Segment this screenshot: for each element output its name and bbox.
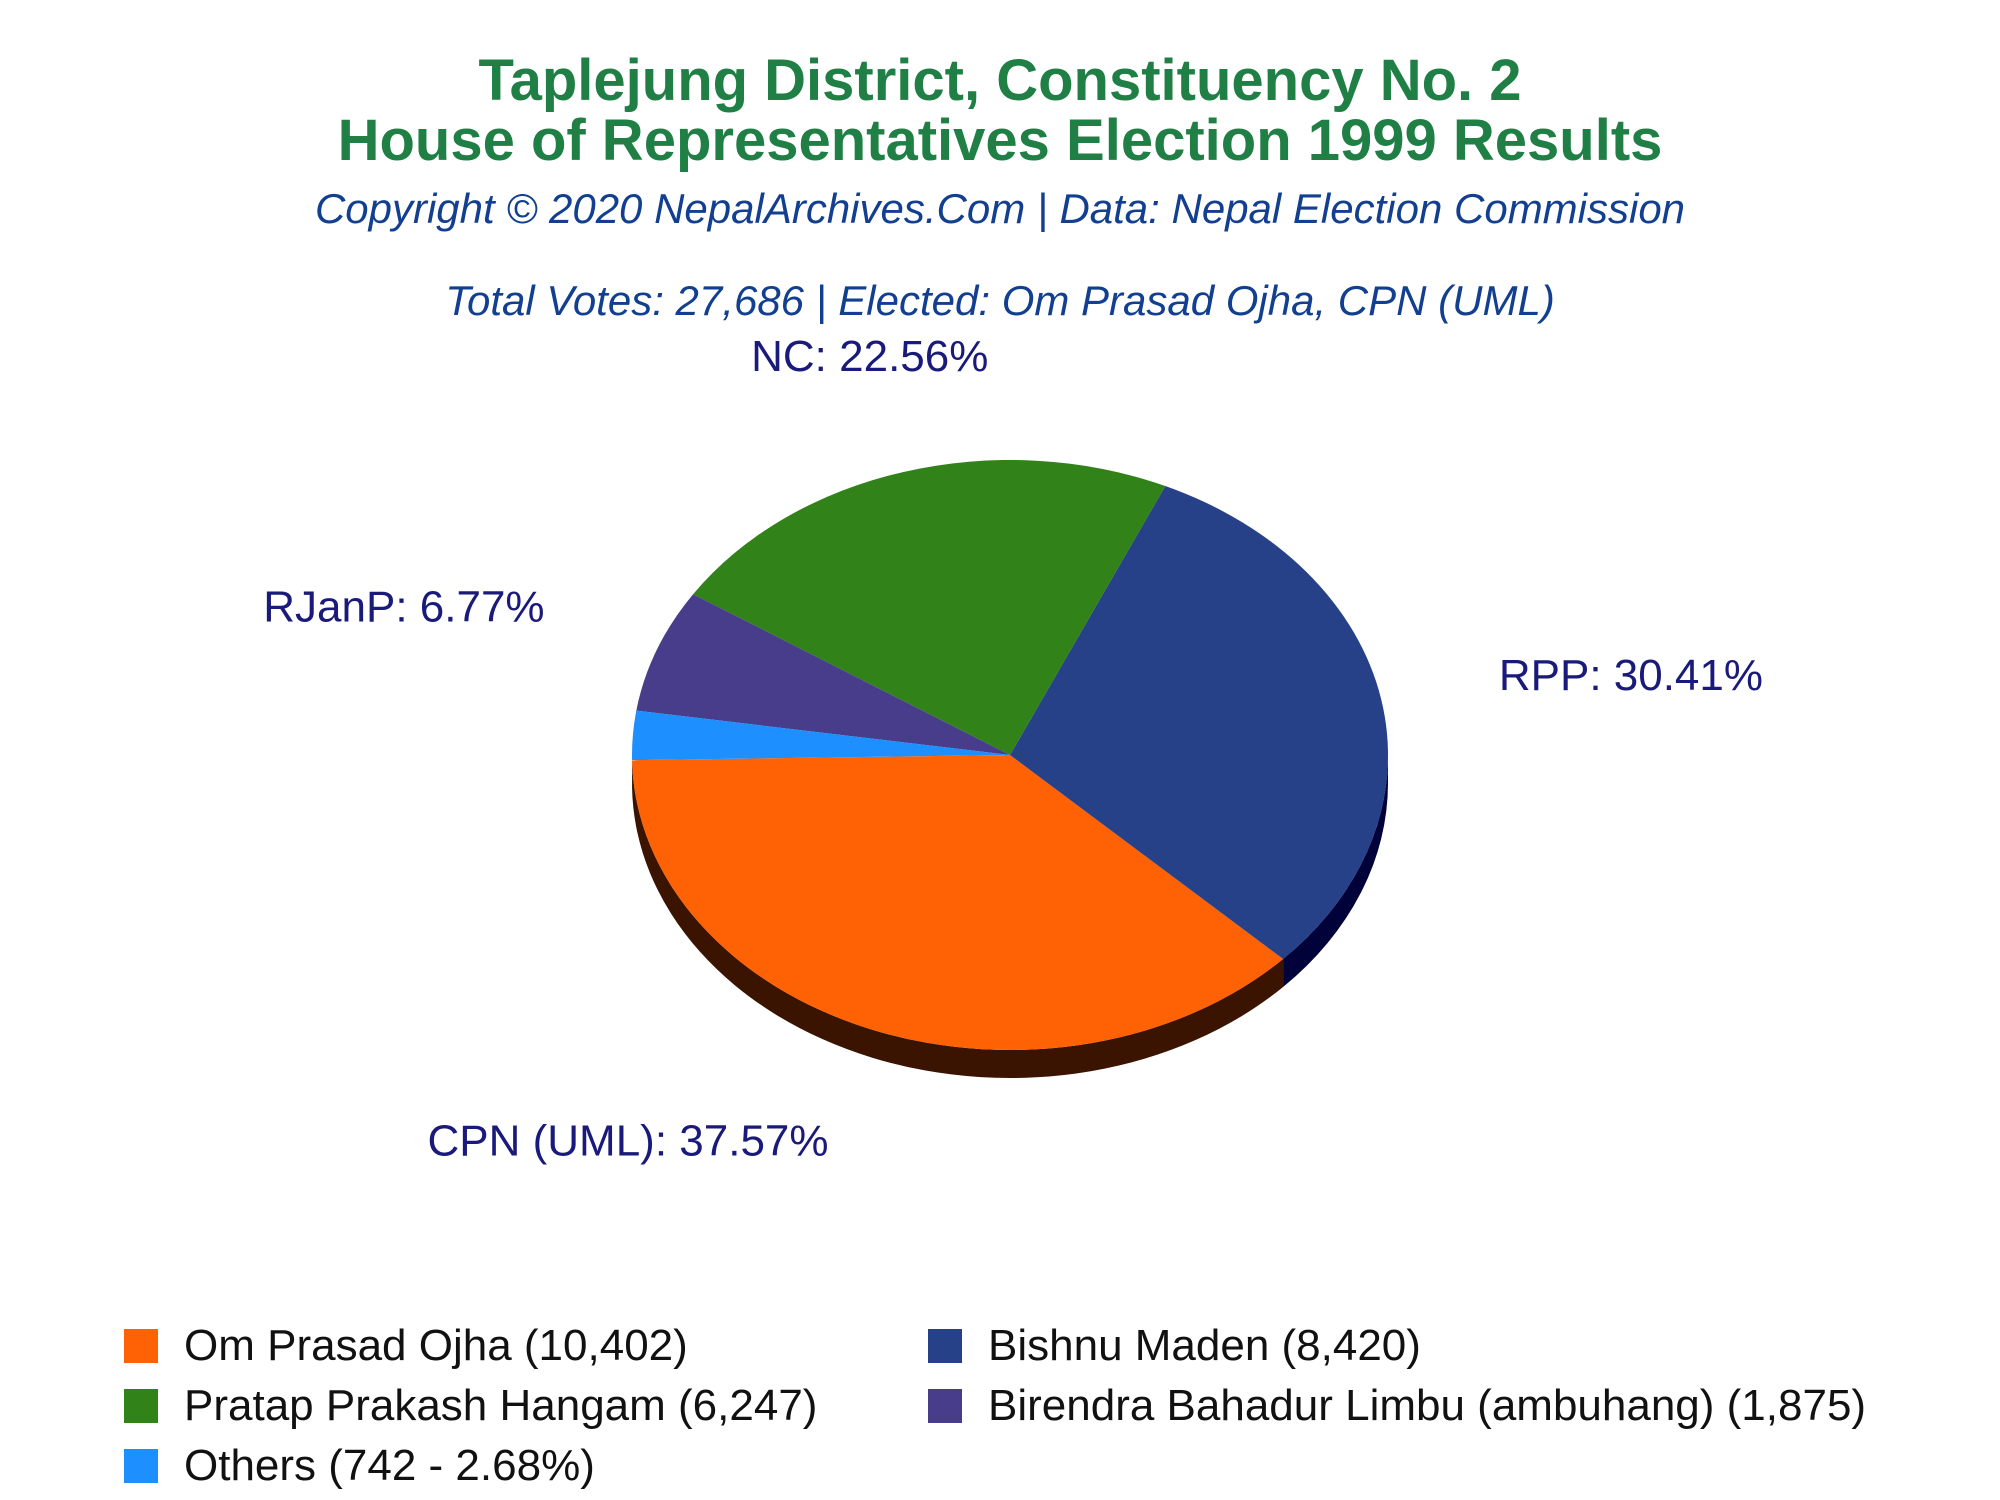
slice-label: RPP: 30.41% (1499, 651, 1763, 700)
pie-slice-side (1283, 755, 1388, 987)
chart-title-line2: House of Representatives Election 1999 R… (337, 108, 1663, 173)
legend-swatch (928, 1329, 962, 1363)
slice-label: NC: 22.56% (751, 332, 988, 381)
legend-label: Pratap Prakash Hangam (6,247) (184, 1381, 818, 1430)
legend-item-limbu: Birendra Bahadur Limbu (ambuhang) (1,875… (928, 1380, 1866, 1432)
legend-item-ojha: Om Prasad Ojha (10,402) (124, 1320, 688, 1372)
pie-slice-others (632, 710, 1010, 761)
legend-label: Om Prasad Ojha (10,402) (184, 1321, 688, 1370)
legend-swatch (928, 1389, 962, 1423)
legend-swatch (124, 1449, 158, 1483)
legend-label: Others (742 - 2.68%) (184, 1441, 595, 1490)
pie-slice-nc (693, 460, 1166, 755)
copyright-text: Copyright © 2020 NepalArchives.Com | Dat… (314, 185, 1686, 232)
legend-label: Birendra Bahadur Limbu (ambuhang) (1,875… (988, 1381, 1867, 1430)
legend-item-maden: Bishnu Maden (8,420) (928, 1320, 1421, 1372)
legend-swatch (124, 1389, 158, 1423)
legend-swatch (124, 1329, 158, 1363)
chart-title-line1: Taplejung District, Constituency No. 2 (478, 48, 1522, 113)
pie-slice-rpp (1010, 486, 1388, 959)
legend-label: Bishnu Maden (8,420) (988, 1321, 1421, 1370)
pie-slice-side (632, 760, 1284, 1078)
legend-item-hangam: Pratap Prakash Hangam (6,247) (124, 1380, 817, 1432)
summary-text: Total Votes: 27,686 | Elected: Om Prasad… (445, 277, 1555, 324)
pie-slice-cpn-uml (632, 755, 1284, 1050)
chart-legend: Om Prasad Ojha (10,402) Bishnu Maden (8,… (0, 1300, 2000, 1500)
slice-label: CPN (UML): 37.57% (428, 1116, 829, 1165)
legend-item-others: Others (742 - 2.68%) (124, 1440, 595, 1492)
pie-chart: CPN (UML): 37.57% RPP: 30.41% NC: 22.56% RJ… (263, 332, 1763, 1166)
pie-slice-rjanp (636, 594, 1010, 755)
slice-label: RJanP: 6.77% (263, 582, 544, 631)
